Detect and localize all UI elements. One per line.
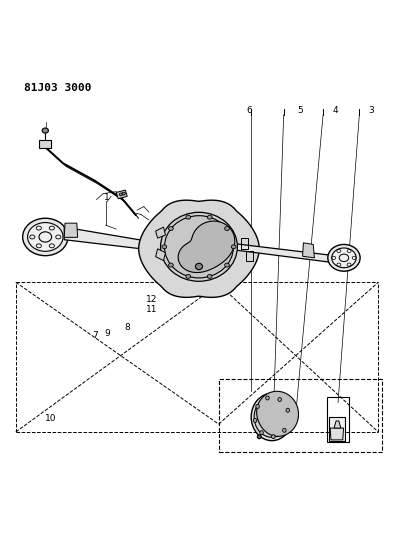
Text: 5: 5: [297, 107, 303, 115]
Text: 3: 3: [368, 107, 374, 115]
Ellipse shape: [278, 398, 281, 401]
Ellipse shape: [266, 396, 269, 400]
Text: 12: 12: [146, 295, 157, 304]
Ellipse shape: [207, 274, 212, 278]
Ellipse shape: [332, 248, 356, 268]
Ellipse shape: [286, 408, 290, 412]
Ellipse shape: [169, 263, 173, 267]
Ellipse shape: [207, 215, 212, 219]
Polygon shape: [64, 227, 158, 251]
Ellipse shape: [23, 218, 68, 256]
Text: 6: 6: [246, 107, 252, 115]
Polygon shape: [334, 421, 341, 428]
Ellipse shape: [122, 192, 125, 195]
Text: 4: 4: [333, 107, 338, 115]
Ellipse shape: [119, 193, 123, 196]
Ellipse shape: [271, 435, 275, 439]
Ellipse shape: [161, 212, 237, 281]
Bar: [327, 397, 349, 442]
Ellipse shape: [42, 128, 48, 133]
Polygon shape: [139, 200, 259, 297]
Text: 2: 2: [207, 240, 212, 249]
Ellipse shape: [225, 227, 229, 230]
Polygon shape: [330, 428, 344, 440]
Ellipse shape: [186, 274, 191, 278]
Ellipse shape: [257, 435, 261, 439]
Text: 11: 11: [146, 305, 157, 314]
Ellipse shape: [328, 245, 360, 271]
Polygon shape: [256, 391, 299, 437]
Ellipse shape: [253, 418, 257, 422]
Text: 1: 1: [104, 193, 110, 202]
Ellipse shape: [225, 263, 229, 267]
Bar: [219, 379, 382, 451]
Ellipse shape: [256, 405, 259, 408]
Ellipse shape: [254, 397, 290, 437]
Bar: [39, 140, 51, 148]
Ellipse shape: [186, 215, 191, 219]
Ellipse shape: [195, 263, 203, 270]
Ellipse shape: [165, 216, 233, 278]
Ellipse shape: [169, 227, 173, 230]
Text: 7: 7: [93, 331, 98, 340]
Polygon shape: [116, 190, 127, 199]
Polygon shape: [156, 227, 165, 238]
Polygon shape: [303, 243, 314, 258]
Ellipse shape: [251, 393, 292, 441]
Polygon shape: [234, 244, 333, 263]
Ellipse shape: [28, 223, 63, 252]
Polygon shape: [64, 223, 78, 237]
Polygon shape: [178, 221, 235, 272]
Bar: [329, 417, 345, 441]
Text: 9: 9: [104, 329, 110, 338]
Text: 81J03 3000: 81J03 3000: [24, 83, 91, 93]
Text: 10: 10: [45, 414, 57, 423]
Ellipse shape: [260, 431, 263, 434]
Ellipse shape: [231, 245, 236, 249]
Polygon shape: [156, 249, 165, 261]
Ellipse shape: [162, 245, 167, 249]
Text: 8: 8: [124, 323, 130, 332]
Ellipse shape: [282, 429, 286, 432]
